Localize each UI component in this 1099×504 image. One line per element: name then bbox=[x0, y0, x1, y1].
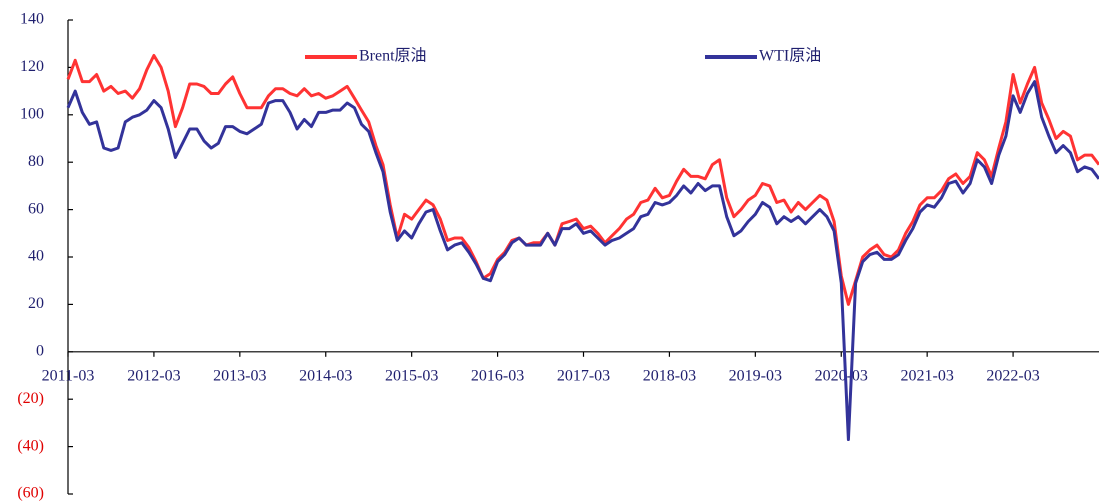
y-tick-label: (40) bbox=[17, 437, 44, 454]
x-tick-label: 2017-03 bbox=[557, 367, 610, 384]
y-tick-label: 40 bbox=[28, 248, 44, 265]
series-line bbox=[66, 54, 1099, 306]
x-tick-label: 2014-03 bbox=[299, 367, 352, 384]
y-tick-label: 0 bbox=[36, 342, 44, 359]
x-tick-label: 2012-03 bbox=[127, 367, 180, 384]
y-tick-label: 140 bbox=[20, 11, 44, 28]
x-tick-label: 2016-03 bbox=[471, 367, 524, 384]
series-line bbox=[66, 80, 1099, 441]
x-tick-label: 2018-03 bbox=[643, 367, 696, 384]
x-tick-label: 2020-03 bbox=[815, 367, 868, 384]
x-tick-label: 2021-03 bbox=[901, 367, 954, 384]
x-tick-label: 2022-03 bbox=[986, 367, 1039, 384]
x-tick-label: 2011-03 bbox=[42, 367, 95, 384]
y-tick-label: 120 bbox=[20, 58, 44, 75]
y-tick-label: (20) bbox=[17, 390, 44, 407]
x-tick-label: 2013-03 bbox=[213, 367, 266, 384]
x-tick-label: 2015-03 bbox=[385, 367, 438, 384]
y-tick-label: (60) bbox=[17, 485, 44, 502]
y-tick-label: 80 bbox=[28, 153, 44, 170]
y-tick-label: 100 bbox=[20, 105, 44, 122]
legend-label: Brent原油 bbox=[359, 47, 427, 65]
legend-label: WTI原油 bbox=[759, 47, 821, 65]
y-tick-label: 60 bbox=[28, 200, 44, 217]
x-tick-label: 2019-03 bbox=[729, 367, 782, 384]
y-tick-label: 20 bbox=[28, 295, 44, 312]
